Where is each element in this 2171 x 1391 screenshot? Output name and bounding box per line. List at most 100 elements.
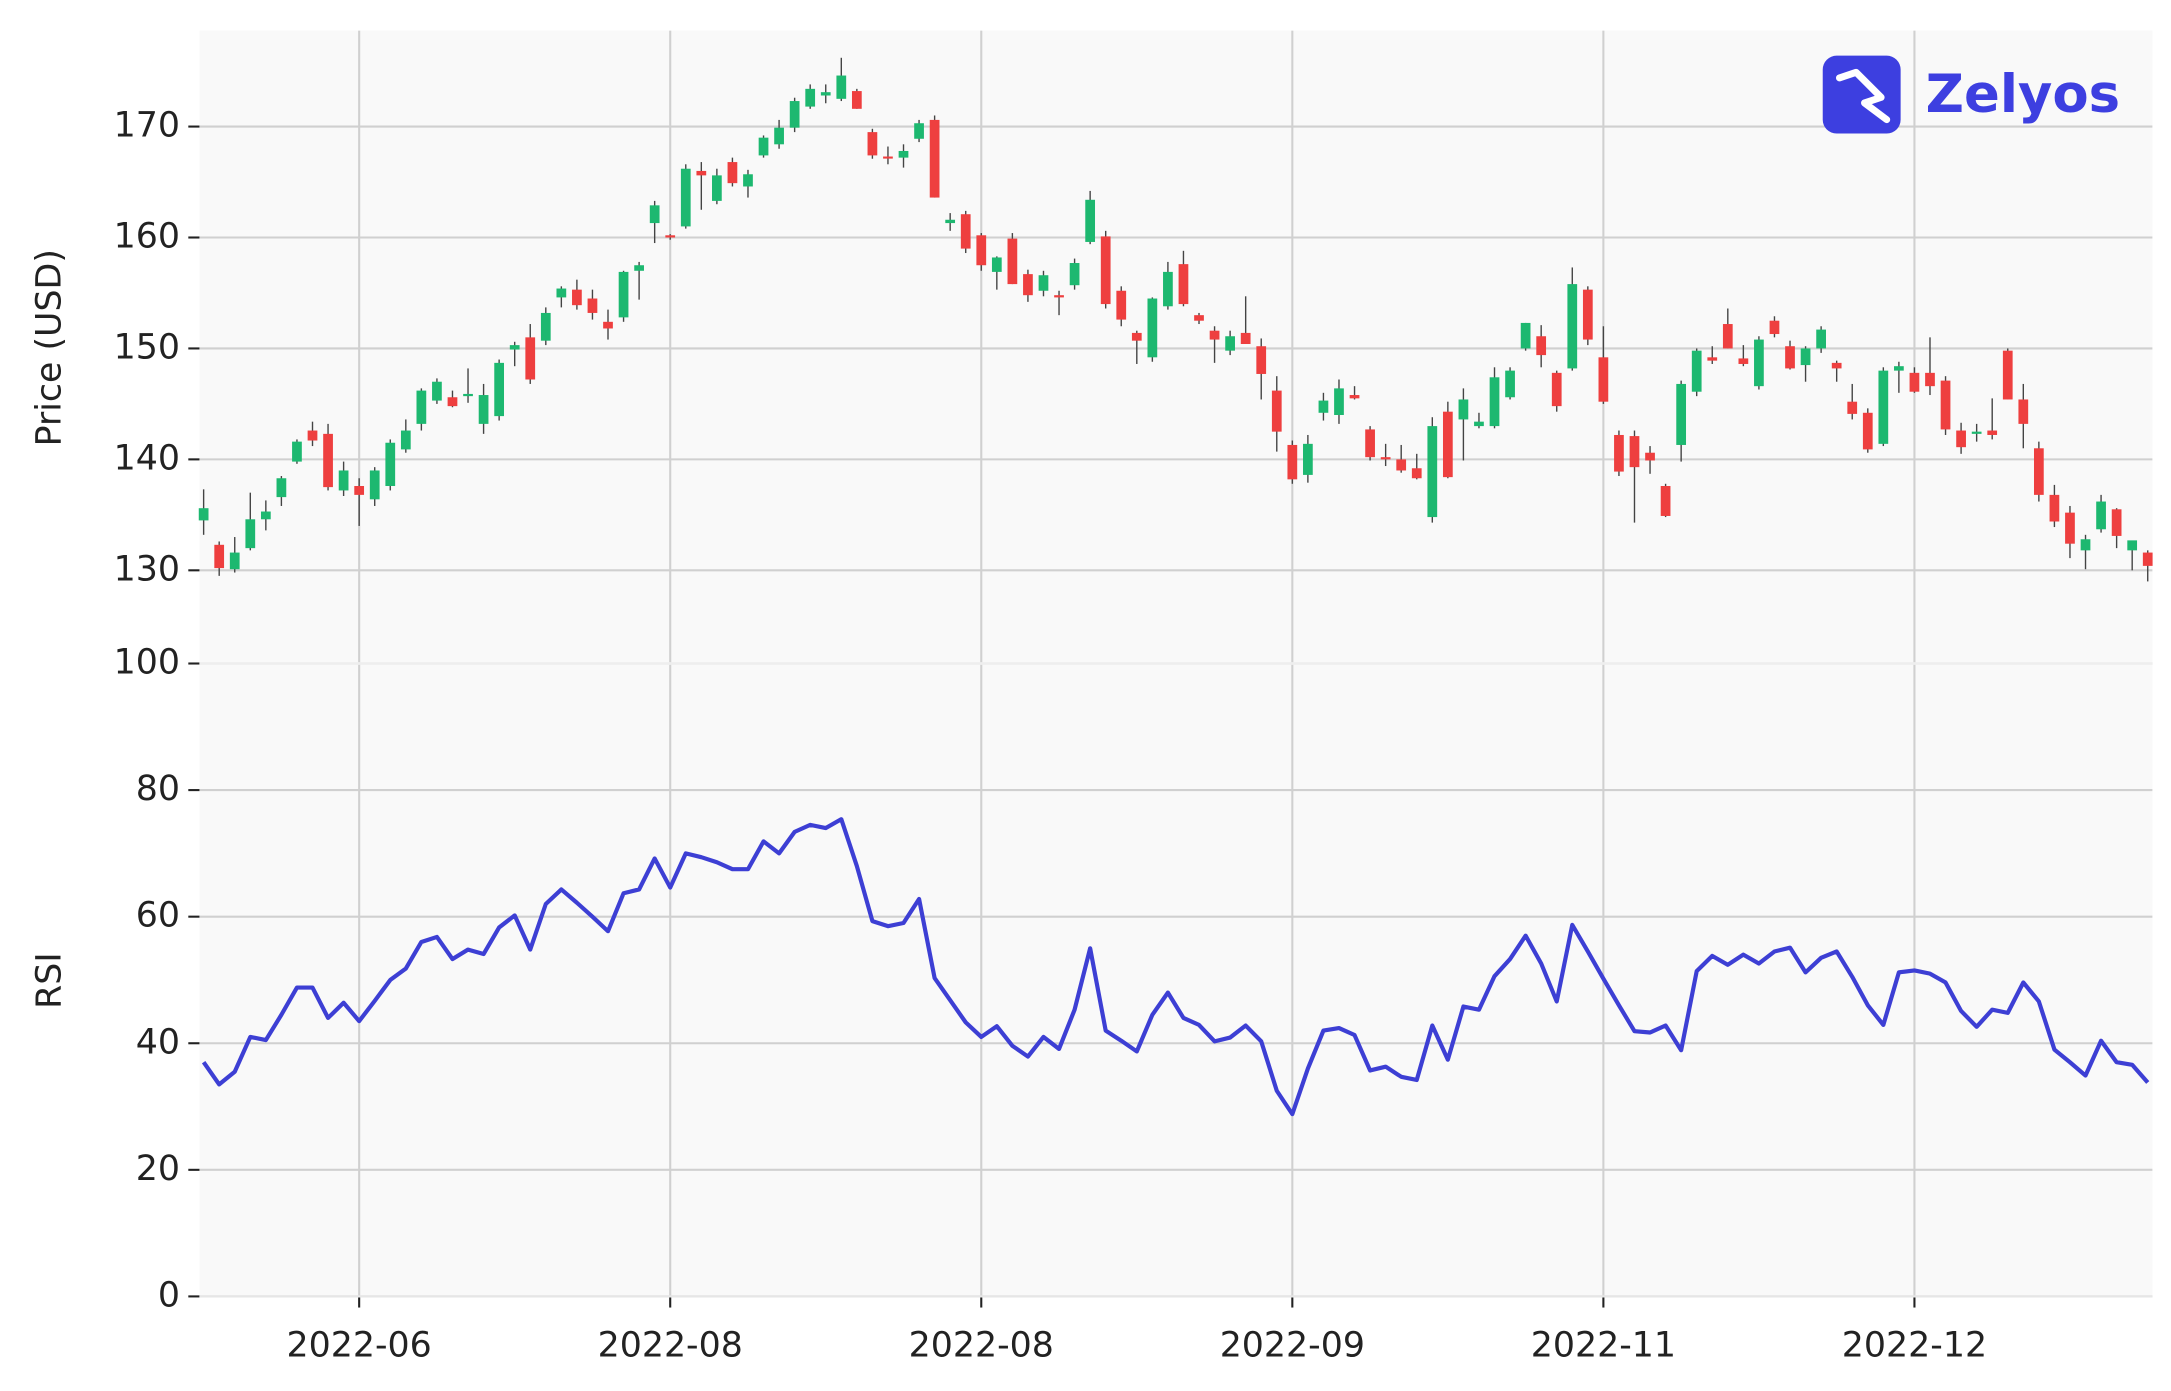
candle-body: [2096, 501, 2106, 530]
candle-body: [1256, 346, 1267, 374]
x-tick-label: 2022-08: [598, 1325, 743, 1365]
candle-body: [774, 127, 784, 145]
candle-body: [1271, 390, 1282, 432]
candle-body: [1178, 264, 1189, 305]
candle-body: [385, 442, 396, 487]
candle-body: [447, 397, 458, 407]
candle-body: [1831, 362, 1842, 369]
candle-body: [1925, 372, 1935, 387]
candle-body: [1894, 366, 1904, 371]
candle-body: [416, 390, 427, 424]
candle-body: [292, 441, 302, 462]
candle-body: [1240, 332, 1251, 345]
candle-body: [260, 511, 271, 520]
candle-body: [2049, 494, 2060, 522]
y-tick-label: 80: [136, 769, 180, 809]
candle-body: [1365, 429, 1375, 458]
y-tick-label: 100: [114, 643, 180, 683]
candle-body: [898, 150, 909, 158]
candle-body: [1023, 274, 1033, 296]
candle-body: [1458, 399, 1469, 420]
x-tick-label: 2022-12: [1842, 1325, 1987, 1365]
candle-body: [198, 508, 209, 521]
candle-body: [960, 214, 971, 249]
candle-body: [1474, 421, 1484, 427]
y-tick-label: 160: [114, 217, 180, 257]
y-tick-label: 130: [114, 549, 180, 589]
candle-body: [1614, 434, 1624, 472]
candle-body: [323, 433, 333, 488]
candle-body: [1660, 486, 1671, 516]
candle-body: [1427, 426, 1438, 518]
candle-body: [1349, 395, 1360, 399]
candle-body: [1116, 290, 1127, 320]
candle-body: [1645, 452, 1655, 461]
candle-body: [1163, 271, 1173, 307]
x-tick-label: 2022-06: [287, 1325, 432, 1365]
candle-body: [1411, 468, 1422, 479]
candle-body: [1069, 263, 1080, 286]
candle-body: [727, 162, 738, 184]
y-tick-label: 20: [136, 1149, 180, 1189]
candle-body: [1303, 443, 1313, 475]
candle-body: [914, 123, 924, 139]
y-tick-label: 0: [158, 1275, 180, 1315]
y-tick-label: 170: [114, 106, 180, 146]
candle-body: [369, 470, 380, 500]
candle-body: [696, 170, 707, 176]
candle-body: [929, 119, 940, 198]
candle-body: [603, 321, 613, 329]
x-tick-label: 2022-08: [909, 1325, 1054, 1365]
candle-body: [976, 235, 987, 266]
candle-body: [1676, 383, 1687, 445]
candle-body: [2127, 540, 2138, 551]
candle-body: [2142, 552, 2153, 566]
candle-body: [1738, 358, 1749, 364]
candle-body: [1800, 348, 1811, 366]
candle-body: [587, 298, 598, 313]
y-tick-label: 60: [136, 896, 180, 936]
candle-body: [883, 156, 893, 159]
candle-body: [789, 101, 800, 128]
candle-body: [1147, 298, 1158, 358]
candle-body: [1956, 430, 1966, 448]
candle-body: [1100, 236, 1111, 305]
candle-body: [634, 265, 644, 271]
candle-body: [2080, 539, 2091, 551]
candle-body: [851, 91, 862, 109]
candle-body: [1520, 322, 1531, 349]
candle-body: [214, 544, 225, 569]
candle-body: [338, 470, 349, 491]
candle-body: [1878, 370, 1889, 444]
candle-body: [478, 395, 489, 424]
candle-body: [1862, 412, 1873, 450]
x-tick-label: 2022-11: [1531, 1325, 1676, 1365]
candle-body: [2065, 512, 2075, 544]
rsi-line: [201, 817, 2150, 1117]
candle-body: [229, 552, 240, 570]
candle-body: [1582, 289, 1593, 340]
candle-body: [1691, 350, 1702, 392]
candle-body: [991, 257, 1002, 272]
candle-body: [400, 430, 411, 450]
y-axis-label: RSI: [30, 952, 70, 1008]
candle-body: [680, 168, 691, 227]
candle-body: [1209, 330, 1220, 340]
candle-body: [1785, 346, 1795, 369]
candle-body: [1847, 401, 1858, 414]
candle-body: [1505, 370, 1515, 398]
candle-body: [1629, 436, 1640, 468]
candle-body: [1909, 372, 1920, 392]
candle-body: [1318, 400, 1329, 413]
candle-body: [1598, 357, 1609, 402]
candle-body: [1754, 339, 1764, 387]
candle-body: [1987, 430, 1998, 435]
candle-body: [432, 381, 442, 401]
candle-body: [276, 478, 287, 498]
candle-body: [1054, 295, 1064, 298]
candle-body: [618, 271, 629, 318]
candle-body: [1536, 336, 1547, 356]
candle-body: [2033, 448, 2044, 495]
candle-body: [1380, 457, 1391, 460]
candle-body: [1131, 332, 1142, 341]
